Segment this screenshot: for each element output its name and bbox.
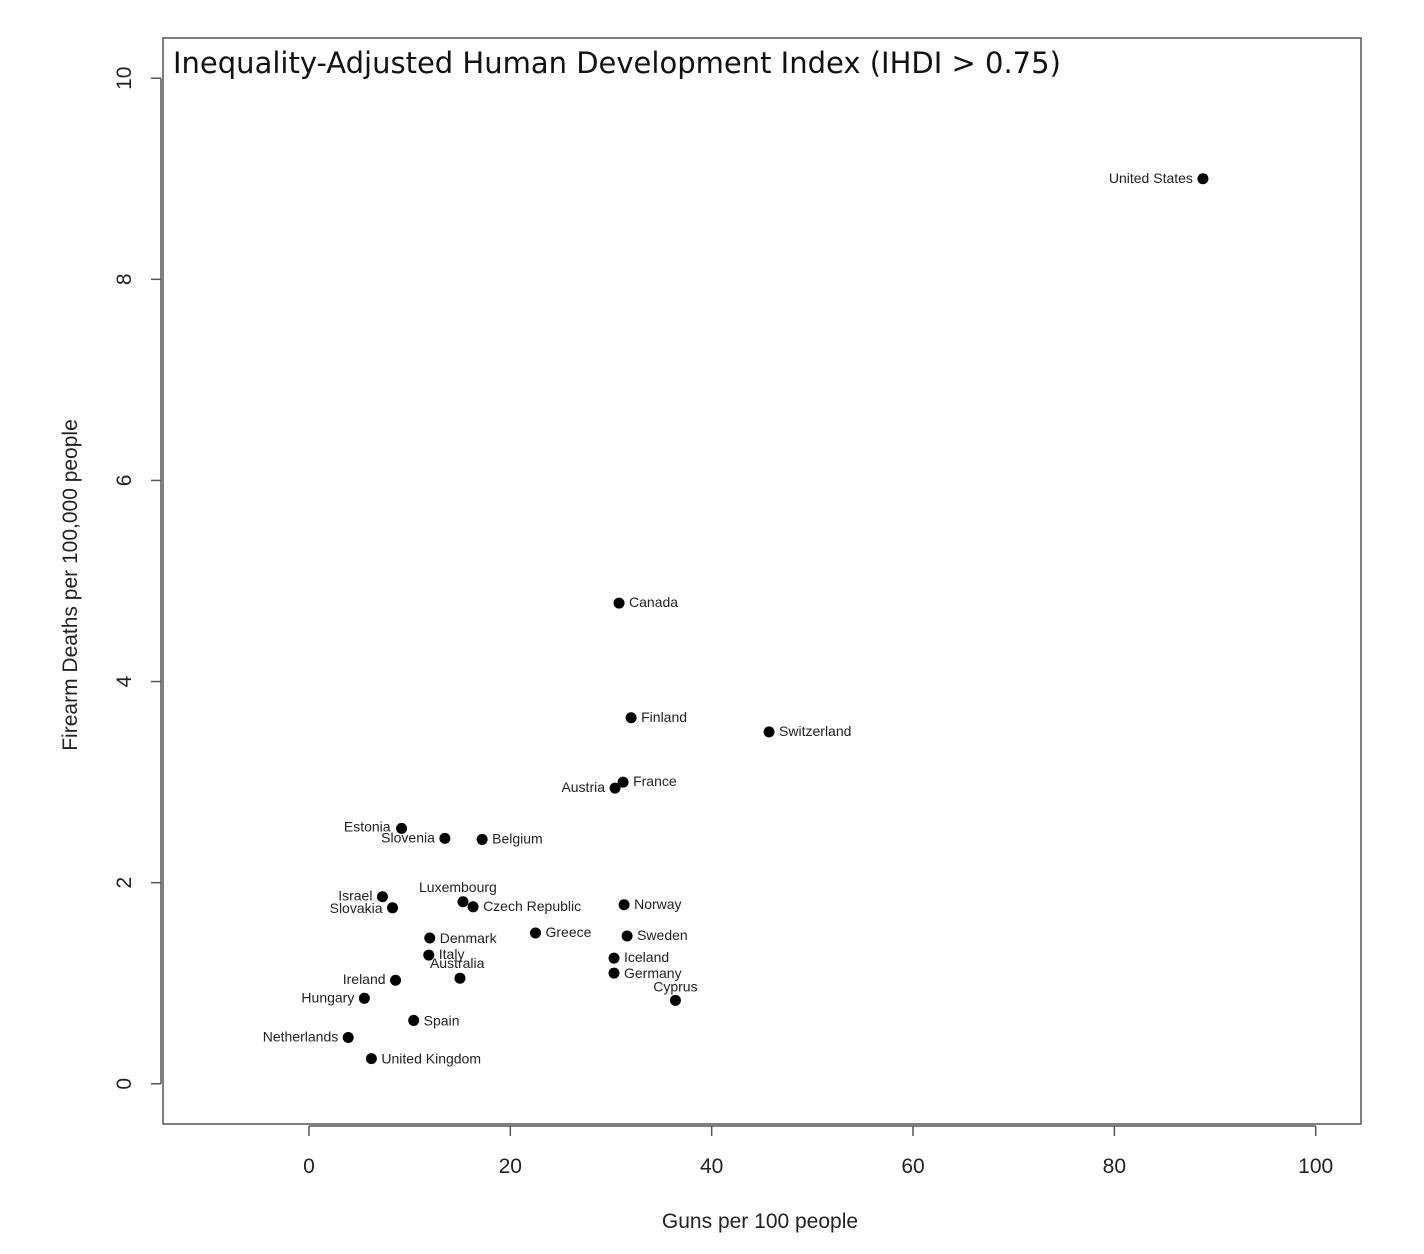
data-point — [621, 930, 633, 942]
data-point — [608, 952, 620, 964]
x-tick-label: 40 — [700, 1155, 723, 1178]
data-label: Estonia — [344, 818, 391, 834]
data-label: Norway — [634, 896, 681, 912]
data-label: Greece — [545, 924, 591, 940]
data-point — [396, 822, 408, 834]
data-label: Italy — [439, 946, 465, 962]
data-point — [408, 1014, 420, 1026]
data-points — [342, 173, 1209, 1065]
data-point — [457, 896, 469, 908]
data-label: Netherlands — [263, 1029, 339, 1045]
data-label: Czech Republic — [483, 898, 581, 914]
x-axis: 0 20 40 60 80 100 — [303, 1125, 1333, 1178]
data-label: Slovenia — [381, 829, 435, 845]
data-point — [476, 833, 488, 845]
data-point — [618, 899, 630, 911]
y-tick-label: 8 — [113, 273, 136, 285]
data-label: United Kingdom — [381, 1051, 481, 1067]
data-point — [423, 949, 435, 961]
x-tick-label: 100 — [1298, 1155, 1333, 1178]
y-tick-label: 6 — [113, 475, 136, 487]
data-point — [625, 712, 637, 724]
data-label: France — [633, 773, 677, 789]
data-point — [387, 902, 399, 914]
data-label: Iceland — [624, 949, 669, 965]
data-label: Austria — [561, 779, 605, 795]
data-point — [1197, 173, 1209, 185]
data-label: Hungary — [301, 989, 354, 1005]
data-label: Denmark — [440, 930, 498, 946]
data-label: United States — [1109, 170, 1193, 186]
data-label: Cyprus — [653, 978, 697, 994]
data-point — [613, 597, 625, 609]
data-point — [342, 1032, 354, 1044]
data-point — [609, 782, 621, 794]
data-point — [454, 972, 466, 984]
data-point — [529, 927, 541, 939]
y-tick-label: 10 — [113, 67, 136, 90]
chart-title: Inequality-Adjusted Human Development In… — [173, 46, 1061, 80]
data-point — [390, 974, 402, 986]
data-label: Switzerland — [779, 723, 851, 739]
data-label: Belgium — [492, 830, 543, 846]
data-label: Australia — [430, 955, 485, 971]
data-label: Sweden — [637, 927, 688, 943]
y-tick-label: 4 — [113, 675, 136, 687]
data-label: Slovakia — [330, 900, 383, 916]
plot-area-frame — [162, 37, 1362, 1125]
data-label: Ireland — [343, 971, 386, 987]
x-tick-label: 0 — [303, 1155, 315, 1178]
data-label: Germany — [624, 965, 682, 981]
data-point — [376, 891, 388, 903]
data-label: Luxembourg — [419, 879, 497, 895]
data-point — [439, 832, 451, 844]
x-tick-label: 20 — [499, 1155, 522, 1178]
data-point — [763, 726, 775, 738]
y-axis-title: Firearm Deaths per 100,000 people — [59, 419, 82, 751]
x-tick-label: 80 — [1103, 1155, 1126, 1178]
y-tick-label: 0 — [113, 1078, 136, 1090]
data-point — [608, 967, 620, 979]
data-label: Finland — [641, 709, 687, 725]
data-label: Israel — [338, 888, 372, 904]
data-point — [358, 992, 370, 1004]
data-point — [617, 776, 629, 788]
data-point — [424, 932, 436, 944]
data-label: Canada — [629, 594, 678, 610]
point-labels: United States Canada Finland Switzerland Fra… — [263, 170, 1193, 1067]
x-tick-label: 60 — [901, 1155, 924, 1178]
x-axis-title: Guns per 100 people — [662, 1210, 858, 1233]
data-point — [365, 1053, 377, 1065]
y-axis: 0 2 4 6 8 10 — [113, 67, 162, 1090]
y-tick-label: 2 — [113, 877, 136, 889]
data-point — [669, 994, 681, 1006]
data-label: Spain — [424, 1012, 460, 1028]
data-point — [467, 901, 479, 913]
